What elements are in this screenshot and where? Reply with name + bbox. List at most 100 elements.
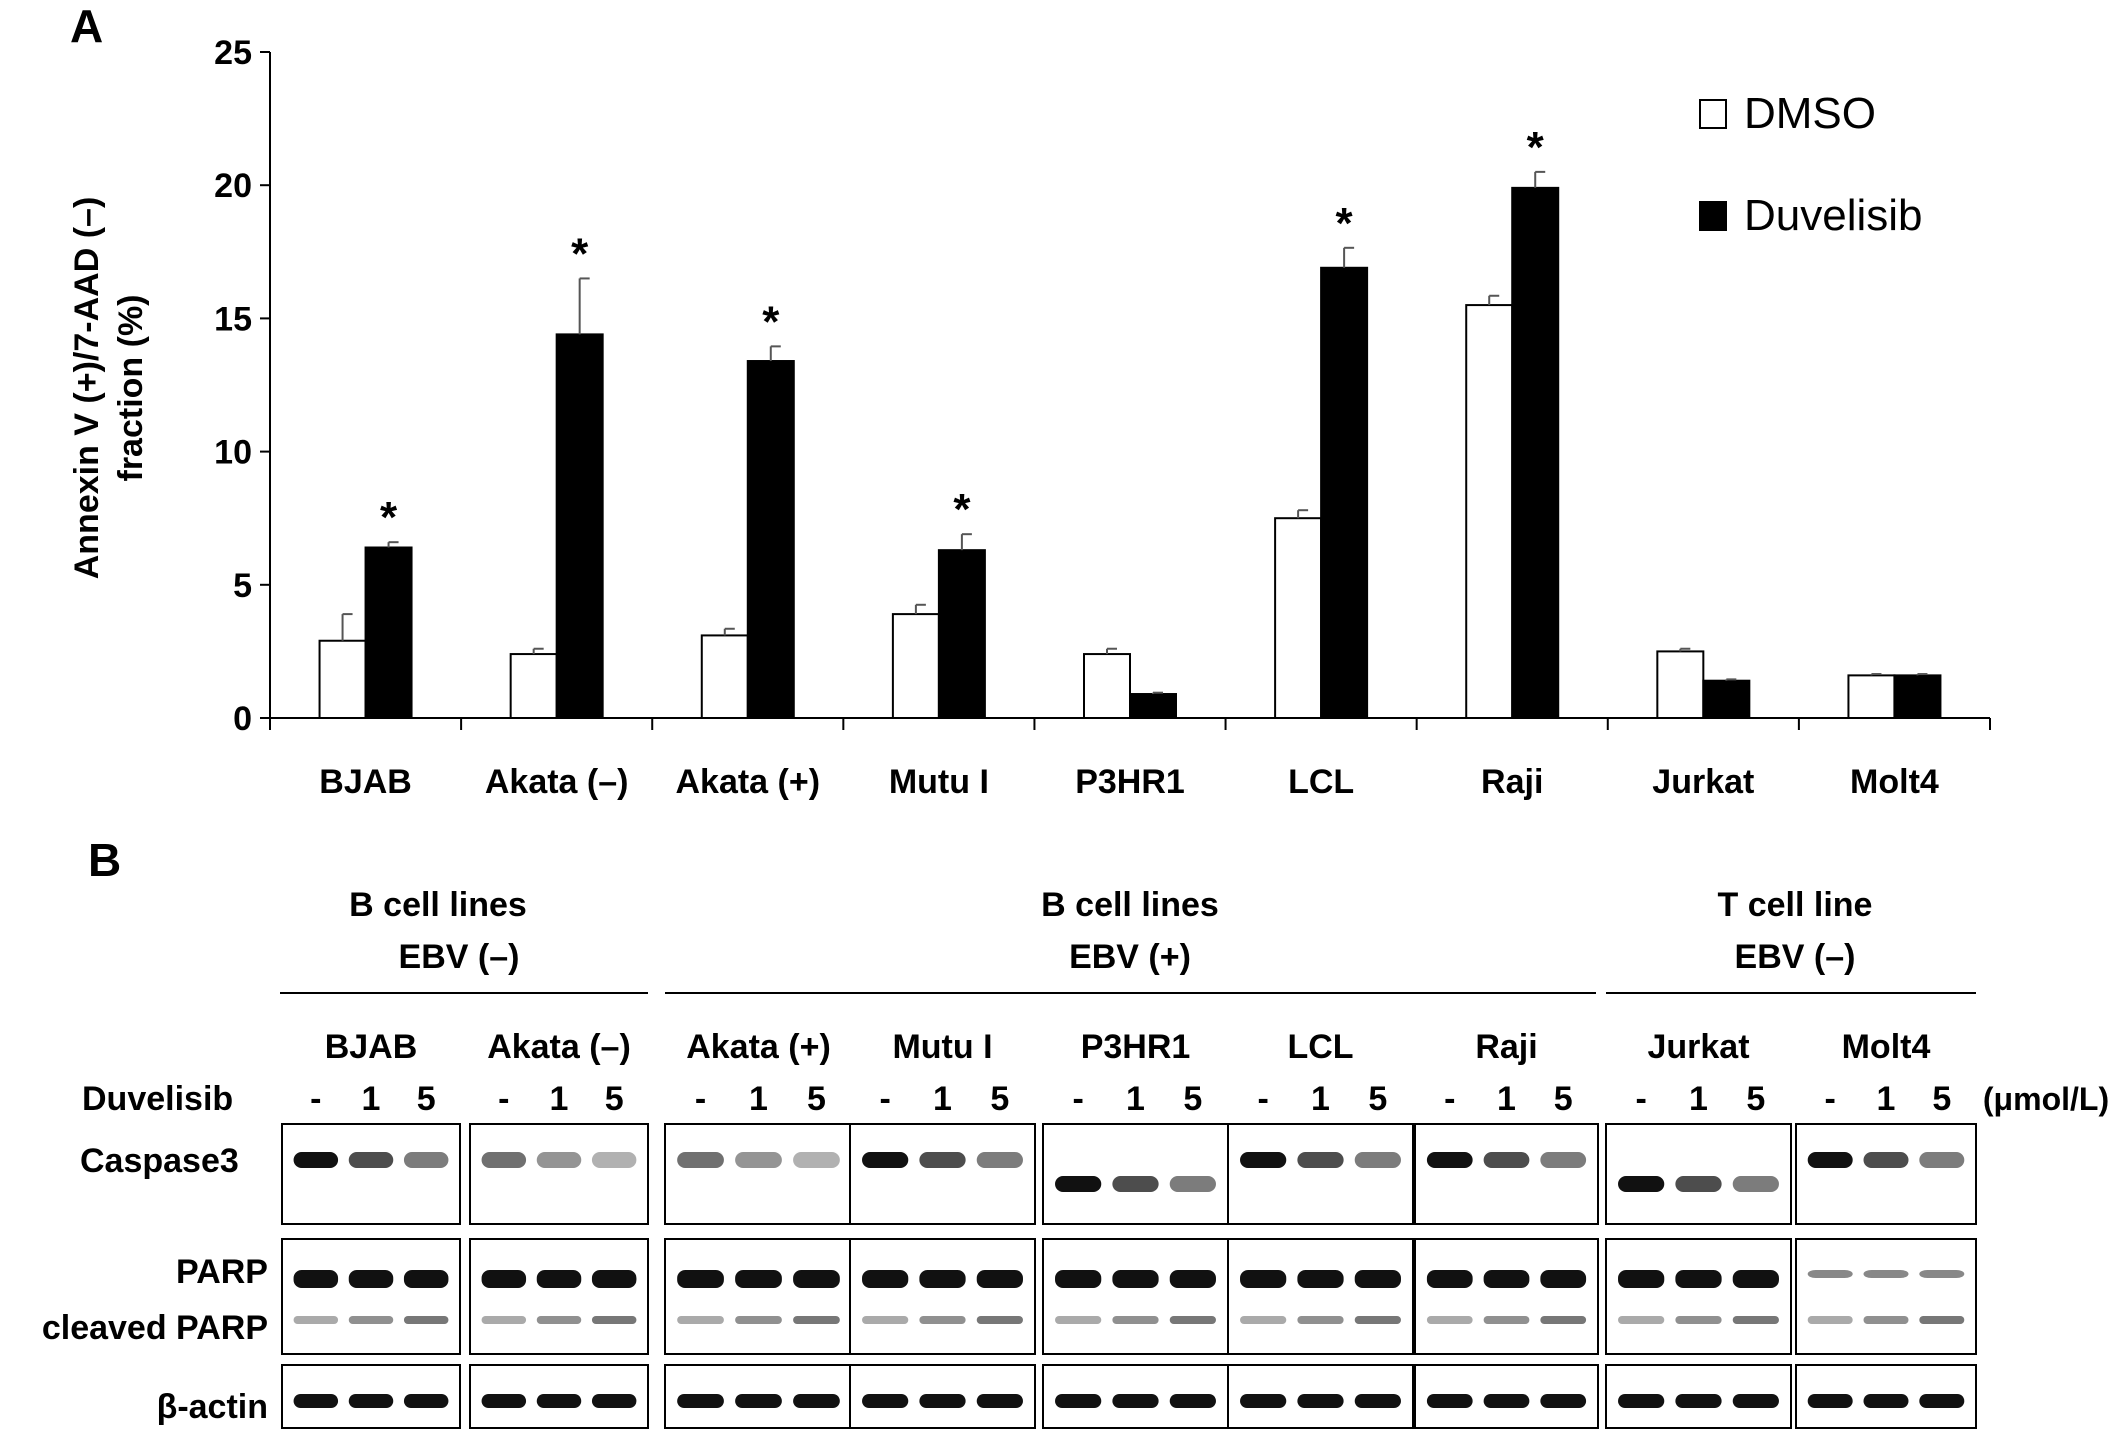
- band: [1169, 1394, 1216, 1408]
- panel-a-letter: A: [70, 0, 103, 52]
- significance-marker: *: [762, 297, 780, 346]
- blot-group-headers: B cell lines EBV (–) B cell lines EBV (+…: [280, 886, 1976, 994]
- legend-swatch-duvelisib: [1699, 201, 1727, 231]
- band: [677, 1394, 724, 1408]
- lane-dose-label: -: [1072, 1080, 1083, 1118]
- lane-dose-label: 5: [1368, 1080, 1387, 1118]
- band: [481, 1316, 527, 1324]
- chart-bars: [318, 170, 1942, 720]
- band: [735, 1152, 782, 1168]
- band: [1807, 1152, 1853, 1168]
- blot-panel-parp: [664, 1238, 853, 1355]
- band: [403, 1394, 449, 1408]
- x-tick-label: Raji: [1481, 763, 1543, 801]
- band: [919, 1394, 966, 1408]
- band: [1618, 1316, 1665, 1324]
- y-tick-label: 20: [214, 167, 252, 205]
- bar-dmso: [1847, 674, 1896, 719]
- bar-dmso: [509, 653, 558, 720]
- blot-panel-parp: [1414, 1238, 1599, 1355]
- significance-marker: *: [380, 493, 398, 542]
- band: [919, 1152, 966, 1168]
- band: [862, 1270, 909, 1288]
- lane-dose-label: -: [1444, 1080, 1455, 1118]
- blot-panel-caspase3: [1414, 1123, 1599, 1225]
- band: [793, 1316, 840, 1324]
- legend-swatch-dmso: [1699, 99, 1727, 129]
- blot-panel-caspase3: [1605, 1123, 1792, 1225]
- x-tick-label: P3HR1: [1075, 763, 1185, 801]
- band: [1732, 1394, 1779, 1408]
- blot-panel-parp: [1042, 1238, 1229, 1355]
- band: [1540, 1152, 1587, 1168]
- blot-panel-caspase3: [1042, 1123, 1229, 1225]
- group-header-1-line2: EBV (–): [399, 938, 520, 976]
- band: [793, 1394, 840, 1408]
- lane-dose-label: 5: [1183, 1080, 1202, 1118]
- band: [1112, 1394, 1159, 1408]
- band: [1426, 1152, 1473, 1168]
- bar-dmso: [318, 639, 367, 720]
- band: [1919, 1152, 1965, 1168]
- lane-dose-label: 5: [807, 1080, 826, 1118]
- band: [348, 1152, 394, 1168]
- lane-dose-label: 1: [1126, 1080, 1145, 1118]
- blot-panel-caspase3: [664, 1123, 853, 1225]
- bar-dmso: [1274, 517, 1323, 720]
- band: [1807, 1270, 1853, 1278]
- band: [293, 1394, 339, 1408]
- band: [1426, 1316, 1473, 1324]
- y-tick-label: 15: [214, 300, 252, 338]
- legend-label-dmso: DMSO: [1744, 89, 1876, 138]
- blot-panel-caspase3: [281, 1123, 461, 1225]
- bar-duvelisib: [746, 360, 795, 719]
- band: [1483, 1270, 1530, 1288]
- band: [1919, 1270, 1965, 1278]
- band: [591, 1394, 637, 1408]
- significance-marker: *: [1336, 199, 1354, 248]
- band: [1297, 1316, 1344, 1324]
- band: [1540, 1270, 1587, 1288]
- band: [1483, 1152, 1530, 1168]
- band: [919, 1270, 966, 1288]
- band: [976, 1152, 1023, 1168]
- x-tick-label: Akata (+): [675, 763, 820, 801]
- band: [403, 1270, 449, 1288]
- blot-panel-parp: [849, 1238, 1036, 1355]
- chart-axes: [260, 51, 1991, 730]
- lane-header-cell-line: Molt4: [1842, 1028, 1931, 1066]
- band: [1863, 1152, 1909, 1168]
- band: [976, 1270, 1023, 1288]
- band: [1540, 1316, 1587, 1324]
- band: [293, 1152, 339, 1168]
- band: [1618, 1270, 1665, 1288]
- group-header-1-line1: B cell lines: [349, 886, 527, 924]
- band: [1807, 1394, 1853, 1408]
- bar-dmso: [1083, 653, 1131, 720]
- band: [793, 1152, 840, 1168]
- band: [591, 1152, 637, 1168]
- group-header-3-line1: T cell line: [1718, 886, 1873, 924]
- lane-dose-label: 1: [362, 1080, 381, 1118]
- band: [1055, 1394, 1102, 1408]
- lane-dose-label: 1: [749, 1080, 768, 1118]
- group-header-2-line1: B cell lines: [1041, 886, 1219, 924]
- lane-dose-label: 5: [1746, 1080, 1765, 1118]
- lane-dose-label: 5: [1932, 1080, 1951, 1118]
- y-tick-label: 0: [233, 700, 252, 738]
- band: [536, 1270, 582, 1288]
- band: [1675, 1270, 1722, 1288]
- band: [293, 1270, 339, 1288]
- band: [1240, 1270, 1287, 1288]
- band: [1863, 1394, 1909, 1408]
- band: [1297, 1394, 1344, 1408]
- bar-dmso: [1656, 650, 1705, 720]
- y-axis-label-line2: fraction (%): [112, 295, 150, 482]
- band: [1297, 1152, 1344, 1168]
- bar-duvelisib: [1320, 266, 1369, 719]
- band: [1240, 1316, 1287, 1324]
- band: [919, 1316, 966, 1324]
- blot-panel-caspase3: [849, 1123, 1036, 1225]
- lane-dose-label: 1: [550, 1080, 569, 1118]
